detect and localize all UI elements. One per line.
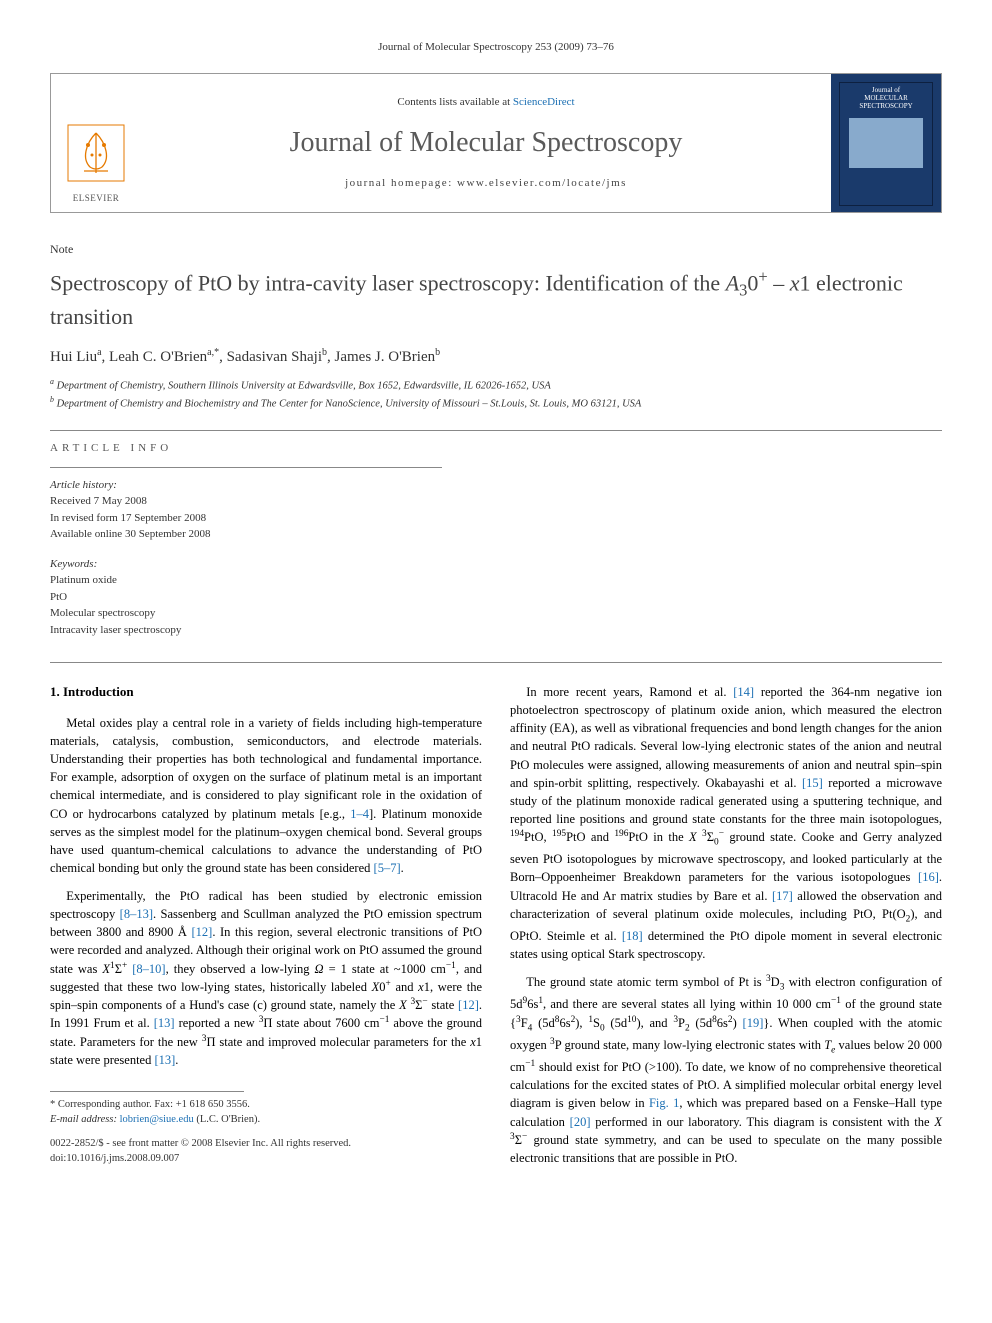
para: In more recent years, Ramond et al. [14]… [510,683,942,963]
running-header: Journal of Molecular Spectroscopy 253 (2… [50,40,942,55]
corresponding-author-footnote: * Corresponding author. Fax: +1 618 650 … [50,1098,482,1127]
history-item: Available online 30 September 2008 [50,526,442,543]
keywords-list: Platinum oxide PtO Molecular spectroscop… [50,572,442,638]
copyright-block: 0022-2852/$ - see front matter © 2008 El… [50,1137,482,1166]
affiliation-b: b Department of Chemistry and Biochemist… [50,394,942,412]
contents-available: Contents lists available at ScienceDirec… [397,95,574,110]
section-1-heading: 1. Introduction [50,683,482,702]
home-url: www.elsevier.com/locate/jms [457,177,627,189]
journal-title: Journal of Molecular Spectroscopy [290,123,683,162]
keyword: PtO [50,589,442,606]
keyword: Platinum oxide [50,572,442,589]
copyright-line: 0022-2852/$ - see front matter © 2008 El… [50,1137,482,1152]
history-item: In revised form 17 September 2008 [50,510,442,527]
divider-body [50,662,942,663]
corr-line: * Corresponding author. Fax: +1 618 650 … [50,1098,482,1113]
footnote-separator [50,1091,244,1092]
cover-line3: SPECTROSCOPY [859,102,912,110]
corr-email-link[interactable]: lobrien@siue.edu [120,1114,194,1125]
history-list: Received 7 May 2008 In revised form 17 S… [50,493,442,543]
affiliation-a-text: Department of Chemistry, Southern Illino… [57,380,551,391]
journal-homepage: journal homepage: www.elsevier.com/locat… [345,176,627,191]
history-label: Article history: [50,478,442,493]
email-line: E-mail address: lobrien@siue.edu (L.C. O… [50,1113,482,1128]
article-info-heading: article info [50,441,442,456]
banner-center: Contents lists available at ScienceDirec… [141,74,831,212]
affiliation-a: a Department of Chemistry, Southern Illi… [50,376,942,394]
keyword: Molecular spectroscopy [50,605,442,622]
journal-banner: ELSEVIER Contents lists available at Sci… [50,73,942,213]
affiliation-b-text: Department of Chemistry and Biochemistry… [57,399,642,410]
affiliations: a Department of Chemistry, Southern Illi… [50,376,942,413]
sciencedirect-link[interactable]: ScienceDirect [513,96,575,108]
keywords-label: Keywords: [50,557,442,572]
journal-cover-thumb: Journal of MOLECULAR SPECTROSCOPY [839,82,933,206]
history-item: Received 7 May 2008 [50,493,442,510]
para: Experimentally, the PtO radical has been… [50,887,482,1069]
divider-top [50,430,942,431]
article-type: Note [50,241,942,258]
left-column: 1. Introduction Metal oxides play a cent… [50,683,482,1177]
publisher-block: ELSEVIER [51,74,141,212]
divider-info [50,467,442,468]
publisher-name: ELSEVIER [73,192,120,205]
para: The ground state atomic term symbol of P… [510,973,942,1167]
home-prefix: journal homepage: [345,177,457,189]
email-label: E-mail address: [50,1114,117,1125]
keyword: Intracavity laser spectroscopy [50,622,442,639]
para: Metal oxides play a central role in a va… [50,714,482,877]
doi-line: doi:10.1016/j.jms.2008.09.007 [50,1152,482,1167]
article-info: article info Article history: Received 7… [50,441,442,638]
elsevier-tree-icon [61,118,131,188]
contents-prefix: Contents lists available at [397,96,512,108]
cover-title: Journal of MOLECULAR SPECTROSCOPY [840,83,932,114]
email-who: (L.C. O'Brien). [196,1114,260,1125]
right-column: In more recent years, Ramond et al. [14]… [510,683,942,1177]
cover-thumbnail-wrap: Journal of MOLECULAR SPECTROSCOPY [831,74,941,212]
article-title: Spectroscopy of PtO by intra-cavity lase… [50,266,942,332]
author-list: Hui Liua, Leah C. O'Briena,*, Sadasivan … [50,346,942,368]
cover-image-placeholder [849,118,923,168]
body-columns: 1. Introduction Metal oxides play a cent… [50,683,942,1177]
